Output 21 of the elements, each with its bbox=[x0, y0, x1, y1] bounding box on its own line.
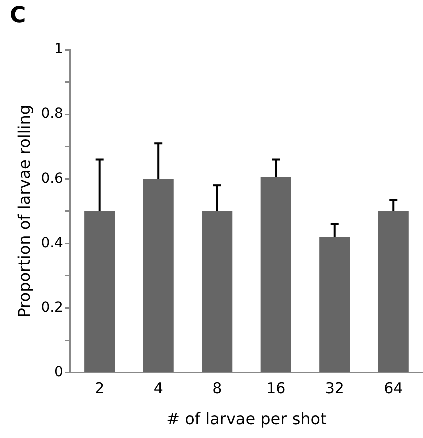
y-axis-title: Proportion of larvae rolling bbox=[14, 104, 34, 318]
bar bbox=[320, 237, 350, 372]
y-tick-label: 1 bbox=[54, 42, 64, 58]
bar bbox=[84, 211, 116, 372]
text: C bbox=[10, 4, 26, 29]
x-tick-label: 16 bbox=[266, 380, 286, 398]
bar bbox=[260, 178, 292, 372]
bar bbox=[202, 211, 233, 372]
bar bbox=[378, 211, 409, 372]
y-tick-label: 0 bbox=[54, 364, 64, 380]
y-tick-label: 0.4 bbox=[41, 235, 64, 252]
x-tick-label: 8 bbox=[212, 380, 222, 398]
x-tick-label: 4 bbox=[154, 380, 164, 398]
y-tick-label: 0.2 bbox=[41, 300, 64, 316]
x-axis-title: # of larvae per shot bbox=[166, 410, 327, 429]
y-tick-label: 0.8 bbox=[41, 106, 64, 122]
x-tick-label: 2 bbox=[95, 380, 105, 398]
y-tick-label: 0.6 bbox=[41, 170, 64, 187]
x-tick-label: 64 bbox=[384, 380, 404, 398]
x-tick-label: 32 bbox=[325, 380, 344, 398]
bar bbox=[143, 179, 174, 372]
